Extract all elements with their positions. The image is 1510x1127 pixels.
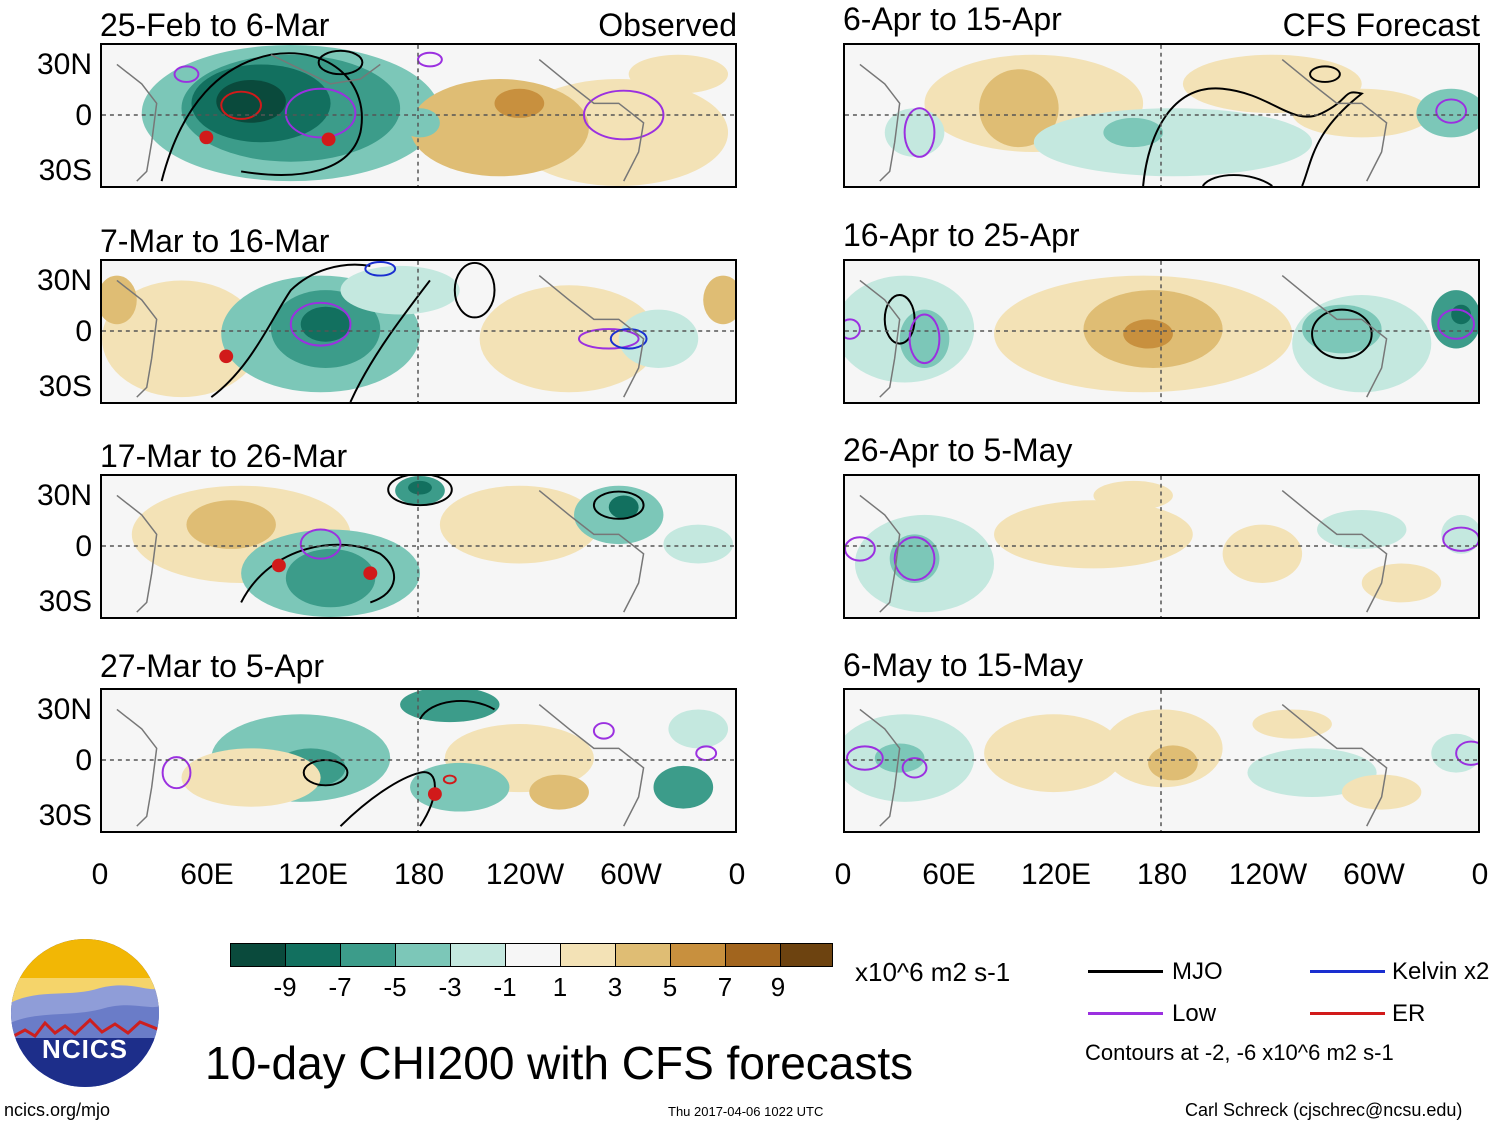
legend-line-kelvin [1310,970,1385,973]
colorbar-tick-label: 5 [662,972,678,1002]
lon-label: 120E [1020,858,1092,891]
panel-title: 17-Mar to 26-Mar [100,438,348,474]
lon-label: 0 [728,858,746,891]
lat-label-30n: 30N [36,693,92,726]
map-panel-left-3 [100,474,737,619]
panel-title: 26-Apr to 5-May [843,432,1073,468]
panel-title: 7-Mar to 16-Mar [100,223,330,259]
lon-label: 0 [834,858,852,891]
lat-label-0: 0 [75,744,92,777]
panel-title: 27-Mar to 5-Apr [100,648,325,684]
legend-line-mjo [1088,970,1163,973]
colorbar-swatch [615,943,671,967]
lat-label-0: 0 [75,99,92,132]
main-title: 10-day CHI200 with CFS forecasts [205,1037,914,1089]
panel-title: 6-Apr to 15-Apr [843,1,1062,37]
legend-label-kelvin: Kelvin x2 [1392,958,1490,985]
colorbar-swatch [285,943,341,967]
lat-label-0: 0 [75,315,92,348]
lat-label-30s: 30S [38,799,92,832]
colorbar-tick-label: 7 [717,972,733,1002]
colorbar-tick-label: -5 [383,972,407,1002]
lat-label-30n: 30N [36,48,92,81]
map-panel-left-1 [100,43,737,188]
map-panel-left-4 [100,688,737,833]
map-panel-left-2 [100,259,737,404]
lat-label-30n: 30N [36,479,92,512]
footer-url: ncics.org/mjo [4,1100,111,1120]
legend-line-er [1310,1012,1385,1015]
colorbar-tick-label: 9 [770,972,786,1002]
colorbar-swatch [670,943,726,967]
legend-label-mjo: MJO [1172,958,1223,985]
lon-label: 120W [1228,858,1308,891]
panel-title: 6-May to 15-May [843,647,1084,683]
map-panel-right-3 [843,474,1480,619]
colorbar-swatch [340,943,396,967]
colorbar-tick-label: -7 [328,972,352,1002]
lon-label: 60E [922,858,976,891]
colorbar-swatch [450,943,506,967]
lon-label: 120W [485,858,565,891]
colorbar-tick-label: -9 [273,972,297,1002]
legend-label-low: Low [1172,1000,1217,1027]
lon-label: 60W [1343,858,1405,891]
colorbar-swatch [505,943,561,967]
lon-label: 0 [91,858,109,891]
colorbar-swatch [725,943,781,967]
map-panel-right-4 [843,688,1480,833]
colorbar-units: x10^6 m2 s-1 [855,957,1011,987]
legend-label-er: ER [1392,1000,1426,1027]
colorbar-tick-label: -1 [493,972,517,1002]
map-panel-right-1 [843,43,1480,188]
panel-tag-forecast: CFS Forecast [1282,7,1480,43]
colorbar-swatch [560,943,616,967]
lon-label: 120E [277,858,349,891]
panel-title: 16-Apr to 25-Apr [843,217,1080,253]
panel-tag-observed: Observed [598,7,737,43]
lat-label-30s: 30S [38,154,92,187]
lon-label: 60E [180,858,234,891]
panel-title: 25-Feb to 6-Mar [100,7,330,43]
colorbar-swatch [230,943,286,967]
lon-label: 60W [600,858,662,891]
map-panel-right-2 [843,259,1480,404]
colorbar-swatch [780,943,833,967]
colorbar-tick-label: -3 [438,972,462,1002]
colorbar-tick-label: 3 [607,972,623,1002]
colorbar-swatch [395,943,451,967]
lon-label: 180 [393,858,445,891]
legend-line-low [1088,1012,1163,1015]
footer-timestamp: Thu 2017-04-06 1022 UTC [668,1104,824,1119]
lon-label: 180 [1136,858,1188,891]
lat-label-30s: 30S [38,370,92,403]
lon-label: 0 [1471,858,1489,891]
footer-author: Carl Schreck (cjschrec@ncsu.edu) [1185,1100,1463,1120]
ncics-logo: NCICS [10,938,160,1088]
lat-label-0: 0 [75,530,92,563]
lat-label-30n: 30N [36,264,92,297]
logo-text: NCICS [42,1034,128,1064]
lat-label-30s: 30S [38,585,92,618]
colorbar-tick-label: 1 [552,972,568,1002]
contours-note: Contours at -2, -6 x10^6 m2 s-1 [1085,1040,1394,1065]
